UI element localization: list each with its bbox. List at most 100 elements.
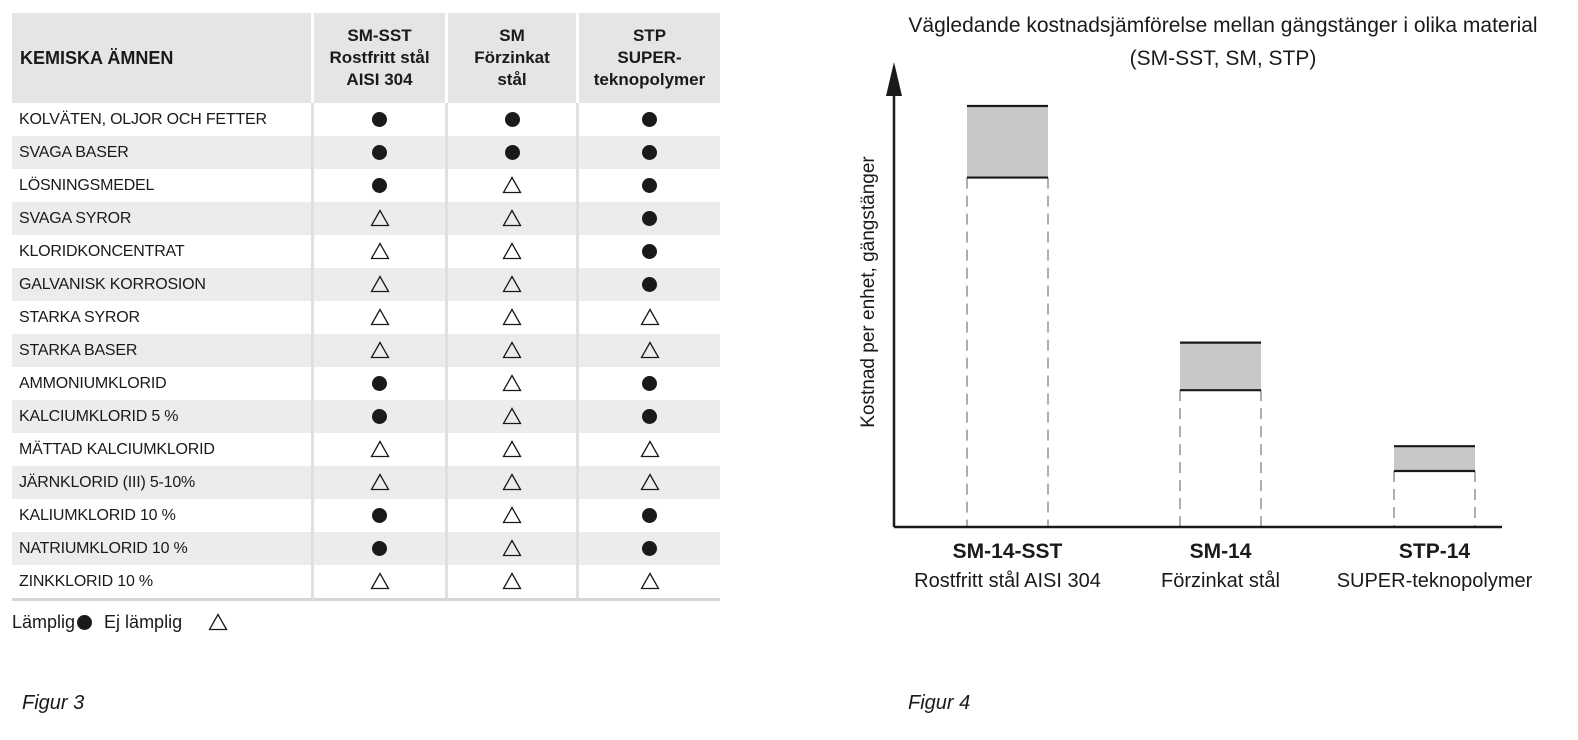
resistance-cell xyxy=(579,235,720,268)
resistance-cell xyxy=(579,565,720,601)
chemical-name: NATRIUMKLORID 10 % xyxy=(12,532,314,565)
table-row: KALCIUMKLORID 5 % xyxy=(12,400,720,433)
filled-circle-icon xyxy=(642,375,657,391)
chemical-name: KOLVÄTEN, OLJOR OCH FETTER xyxy=(12,103,314,136)
table-row: STARKA BASER xyxy=(12,334,720,367)
filled-circle-icon xyxy=(504,144,520,160)
resistance-cell xyxy=(448,202,579,235)
resistance-cell xyxy=(314,565,448,601)
resistance-cell xyxy=(314,433,448,466)
header-chemical-substances: KEMISKA ÄMNEN xyxy=(12,13,314,103)
resistance-cell xyxy=(314,499,448,532)
triangle-outline-icon xyxy=(502,440,522,458)
filled-circle-icon xyxy=(372,177,387,193)
table-row: KOLVÄTEN, OLJOR OCH FETTER xyxy=(12,103,720,136)
table-row: GALVANISK KORROSION xyxy=(12,268,720,301)
resistance-cell xyxy=(314,136,448,169)
header-material-sm: SM Förzinkat stål xyxy=(448,13,579,103)
triangle-outline-icon xyxy=(639,440,660,458)
resistance-cell xyxy=(579,532,720,565)
table-row: STARKA SYROR xyxy=(12,301,720,334)
resistance-cell xyxy=(314,400,448,433)
chemical-name: ZINKKLORID 10 % xyxy=(12,565,314,601)
filled-circle-icon xyxy=(504,111,520,127)
triangle-outline-icon xyxy=(369,572,390,590)
chemical-name: AMMONIUMKLORID xyxy=(12,367,314,400)
resistance-cell xyxy=(579,268,720,301)
category-material-label: Rostfritt stål AISI 304 xyxy=(914,570,1101,592)
filled-circle-icon xyxy=(642,540,657,556)
triangle-outline-icon xyxy=(369,473,390,491)
filled-circle-icon xyxy=(642,408,657,424)
resistance-cell xyxy=(448,466,579,499)
triangle-outline-icon xyxy=(502,341,522,359)
filled-circle-icon xyxy=(372,111,387,127)
resistance-cell xyxy=(579,466,720,499)
y-axis-arrow-icon xyxy=(886,62,902,96)
resistance-cell xyxy=(314,202,448,235)
filled-circle-icon xyxy=(642,177,657,193)
triangle-outline-icon xyxy=(502,539,522,557)
table-header-row: KEMISKA ÄMNEN SM-SST Rostfritt stål AISI… xyxy=(12,13,720,103)
category-code-label: SM-14 xyxy=(1190,540,1252,563)
filled-circle-icon xyxy=(372,144,387,160)
filled-circle-icon xyxy=(642,276,657,292)
filled-circle-icon xyxy=(372,540,387,556)
triangle-outline-icon xyxy=(502,275,522,293)
resistance-cell xyxy=(448,565,579,601)
triangle-outline-icon xyxy=(639,341,660,359)
resistance-cell xyxy=(314,169,448,202)
resistance-cell xyxy=(579,301,720,334)
resistance-cell xyxy=(579,136,720,169)
triangle-outline-icon xyxy=(639,572,660,590)
resistance-cell xyxy=(579,433,720,466)
triangle-outline-icon xyxy=(502,572,522,590)
chart-subtitle: (SM-SST, SM, STP) xyxy=(1130,47,1317,70)
filled-circle-icon xyxy=(642,111,657,127)
resistance-cell xyxy=(314,301,448,334)
chemical-name: KLORIDKONCENTRAT xyxy=(12,235,314,268)
resistance-cell xyxy=(448,235,579,268)
table-row: NATRIUMKLORID 10 % xyxy=(12,532,720,565)
resistance-cell xyxy=(579,499,720,532)
resistance-cell xyxy=(579,400,720,433)
filled-circle-icon xyxy=(642,144,657,160)
category-code-label: STP-14 xyxy=(1399,540,1471,563)
chemical-name: MÄTTAD KALCIUMKLORID xyxy=(12,433,314,466)
chemical-name: KALIUMKLORID 10 % xyxy=(12,499,314,532)
chemical-name: SVAGA BASER xyxy=(12,136,314,169)
category-code-label: SM-14-SST xyxy=(953,540,1063,563)
chemical-name: SVAGA SYROR xyxy=(12,202,314,235)
header-material-stp: STP SUPER- teknopolymer xyxy=(579,13,720,103)
triangle-outline-icon xyxy=(502,176,522,194)
chemical-name: STARKA BASER xyxy=(12,334,314,367)
triangle-outline-icon xyxy=(502,407,522,425)
triangle-outline-icon xyxy=(502,242,522,260)
resistance-cell xyxy=(314,466,448,499)
resistance-cell xyxy=(579,103,720,136)
table-row: JÄRNKLORID (III) 5-10% xyxy=(12,466,720,499)
triangle-outline-icon xyxy=(639,473,660,491)
resistance-cell xyxy=(448,499,579,532)
resistance-cell xyxy=(579,334,720,367)
figure-4-caption: Figur 4 xyxy=(908,692,971,714)
resistance-cell xyxy=(448,103,579,136)
table-row: SVAGA SYROR xyxy=(12,202,720,235)
triangle-outline-icon xyxy=(369,308,390,326)
cost-comparison-chart: Vägledande kostnadsjämförelse mellan gän… xyxy=(858,14,1538,592)
resistance-cell xyxy=(314,334,448,367)
cost-range-band xyxy=(967,106,1048,178)
triangle-outline-icon xyxy=(502,209,522,227)
resistance-cell xyxy=(448,334,579,367)
chemical-name: STARKA SYROR xyxy=(12,301,314,334)
triangle-outline-icon xyxy=(369,440,390,458)
triangle-outline-icon xyxy=(369,242,390,260)
chemical-name: JÄRNKLORID (III) 5-10% xyxy=(12,466,314,499)
legend-suitable-label: Lämplig xyxy=(12,611,76,632)
triangle-outline-icon xyxy=(502,506,522,524)
chemical-resistance-table: KEMISKA ÄMNEN SM-SST Rostfritt stål AISI… xyxy=(12,13,720,601)
table-row: ZINKKLORID 10 % xyxy=(12,565,720,601)
table-row: KLORIDKONCENTRAT xyxy=(12,235,720,268)
filled-circle-icon xyxy=(642,507,657,523)
cost-range-band xyxy=(1180,342,1261,391)
